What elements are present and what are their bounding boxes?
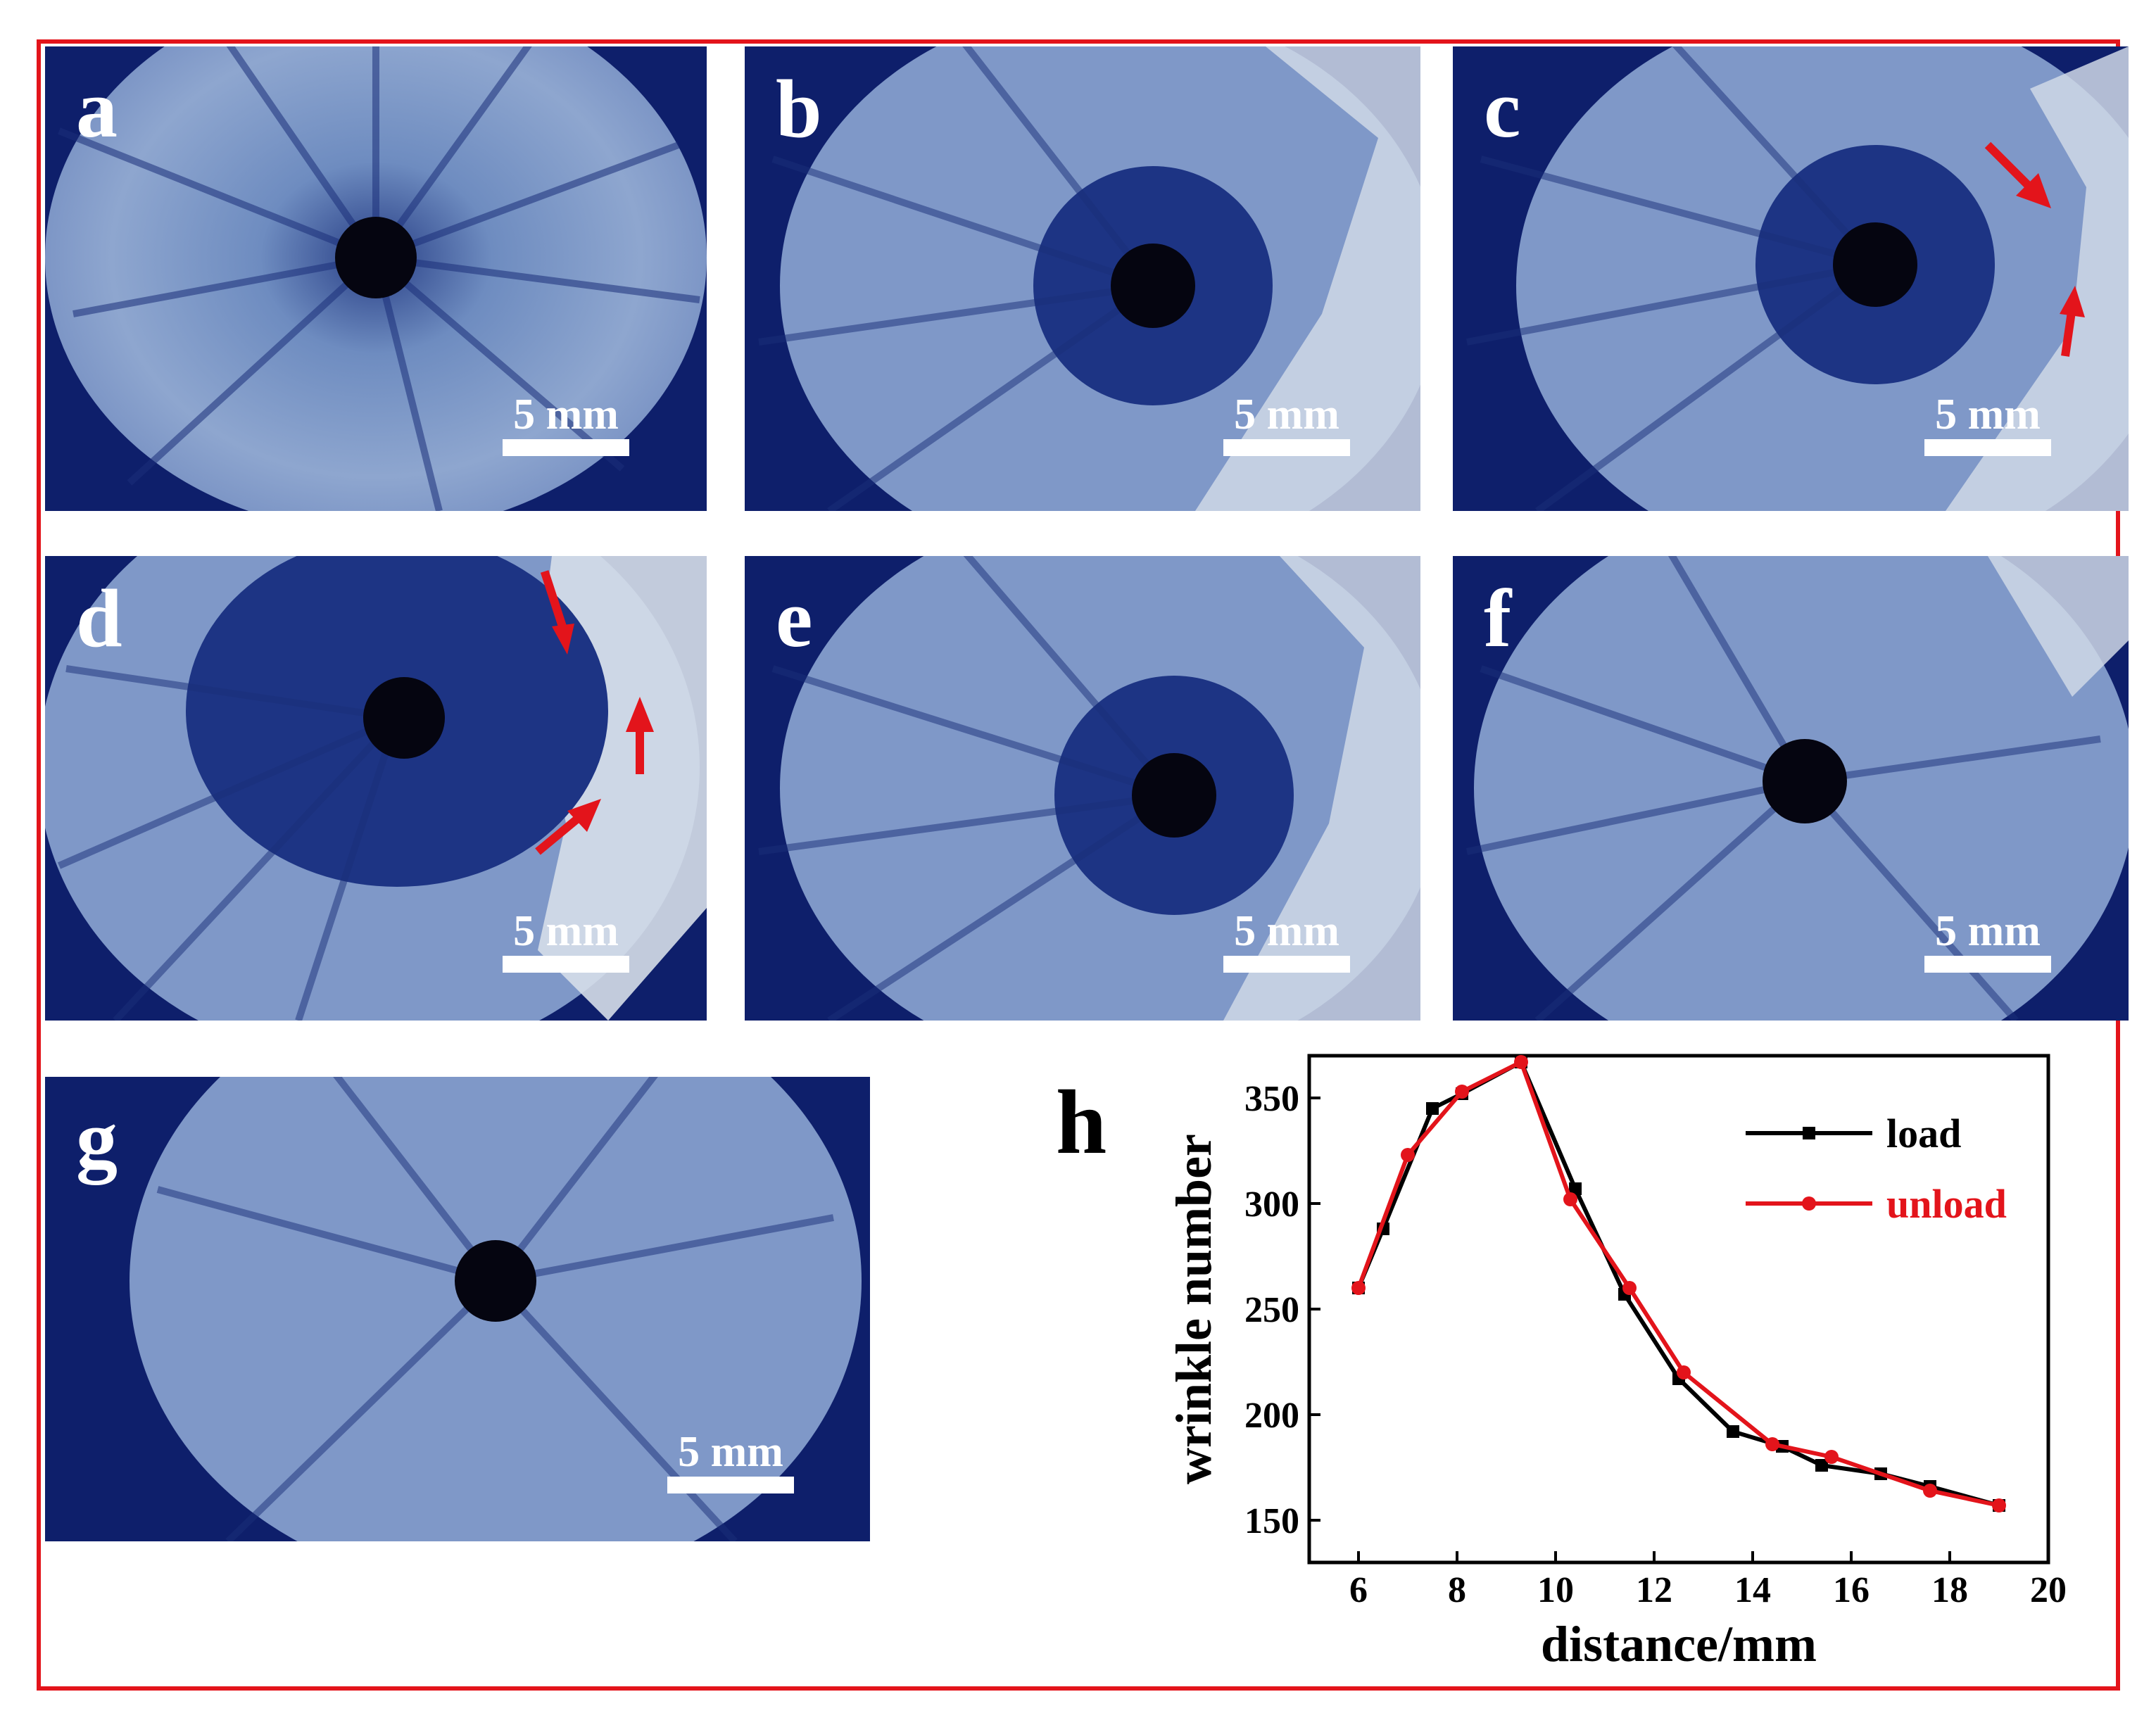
scale-text: 5 mm xyxy=(513,907,619,955)
scale-bar-line xyxy=(503,439,629,456)
scale-bar-line xyxy=(1924,439,2051,456)
disc-photo-f xyxy=(1453,556,2129,1021)
x-tick-label: 6 xyxy=(1349,1570,1368,1610)
data-point-unload xyxy=(1923,1484,1937,1498)
x-tick-label: 8 xyxy=(1448,1570,1466,1610)
y-axis-label: wrinkle number xyxy=(1166,1134,1222,1484)
disc-photo-a xyxy=(45,46,707,511)
panel-a: a 5 mm xyxy=(45,46,707,511)
scale-bar-line xyxy=(1223,439,1350,456)
panel-label: a xyxy=(76,63,118,155)
x-axis-label: distance/mm xyxy=(1541,1616,1817,1672)
chart-panel-h: 6 8 10 12 14 16 18 20 150 200 250 300 350 load unloa… xyxy=(1042,1042,2083,1703)
x-tick-label: 12 xyxy=(1636,1570,1672,1610)
x-tick-label: 18 xyxy=(1931,1570,1968,1610)
y-tick-label: 200 xyxy=(1244,1396,1299,1436)
scale-bar: 5 mm xyxy=(1924,909,2051,973)
panel-label: b xyxy=(776,63,822,155)
data-point-unload xyxy=(1765,1437,1779,1451)
y-tick-label: 150 xyxy=(1244,1501,1299,1541)
legend-label-unload: unload xyxy=(1886,1181,2007,1227)
panel-f: f 5 mm xyxy=(1453,556,2129,1021)
y-tick-label: 250 xyxy=(1244,1290,1299,1330)
arrow-icon xyxy=(535,799,601,855)
y-tick-label: 350 xyxy=(1244,1079,1299,1119)
scale-text: 5 mm xyxy=(678,1428,783,1476)
scale-bar-line xyxy=(667,1477,794,1493)
line-chart: 6 8 10 12 14 16 18 20 150 200 250 300 350 load unloa… xyxy=(1166,1054,2067,1672)
x-tick-label: 20 xyxy=(2030,1570,2067,1610)
data-point-load xyxy=(1727,1425,1739,1438)
scale-bar: 5 mm xyxy=(1924,393,2051,456)
disc-photo-c xyxy=(1453,46,2129,511)
arrow-icon xyxy=(540,570,574,655)
scale-bar: 5 mm xyxy=(1223,393,1350,456)
panel-e: e 5 mm xyxy=(745,556,1420,1021)
scale-text: 5 mm xyxy=(1234,907,1339,955)
arrow-icon xyxy=(626,697,654,774)
arrow-icon xyxy=(2060,286,2085,357)
scale-text: 5 mm xyxy=(1935,907,2041,955)
chart-panel-label: h xyxy=(1056,1072,1107,1173)
scale-bar: 5 mm xyxy=(503,909,629,973)
panel-label: c xyxy=(1484,63,1521,155)
panel-label: f xyxy=(1484,572,1512,664)
legend-label-load: load xyxy=(1886,1111,1961,1156)
data-point-unload xyxy=(1401,1148,1415,1162)
scale-text: 5 mm xyxy=(1234,391,1339,438)
disc-photo-e xyxy=(745,556,1420,1021)
disc-photo-b xyxy=(745,46,1420,511)
panel-b: b 5 mm xyxy=(745,46,1420,511)
legend-marker xyxy=(1803,1127,1815,1139)
panel-label: d xyxy=(76,572,122,664)
y-tick-label: 300 xyxy=(1244,1185,1299,1225)
data-point-unload xyxy=(1351,1281,1366,1295)
scale-bar-line xyxy=(503,956,629,973)
panel-d: d 5 mm xyxy=(45,556,707,1021)
x-tick-label: 10 xyxy=(1537,1570,1574,1610)
legend-marker xyxy=(1802,1196,1816,1211)
data-point-load xyxy=(1426,1102,1439,1115)
scale-bar: 5 mm xyxy=(1223,909,1350,973)
scale-text: 5 mm xyxy=(513,391,619,438)
arrow-icon xyxy=(1984,141,2051,208)
data-point-load xyxy=(1815,1459,1828,1472)
scale-bar-line xyxy=(1924,956,2051,973)
scale-bar-line xyxy=(1223,956,1350,973)
data-point-unload xyxy=(1622,1281,1637,1295)
panel-label: e xyxy=(776,572,813,664)
data-point-unload xyxy=(1563,1192,1577,1206)
panel-label: g xyxy=(76,1093,118,1185)
data-point-unload xyxy=(1992,1498,2006,1512)
data-point-load xyxy=(1569,1182,1582,1195)
panel-g: g 5 mm xyxy=(45,1077,870,1541)
data-point-unload xyxy=(1514,1055,1528,1069)
data-point-unload xyxy=(1824,1450,1839,1464)
data-point-unload xyxy=(1677,1365,1691,1379)
x-tick-label: 16 xyxy=(1833,1570,1870,1610)
scale-bar: 5 mm xyxy=(667,1430,794,1493)
disc-photo-d xyxy=(45,556,707,1021)
disc-photo-g xyxy=(45,1077,870,1541)
scale-bar: 5 mm xyxy=(503,393,629,456)
panel-c: c 5 mm xyxy=(1453,46,2129,511)
center-hole xyxy=(335,217,417,298)
data-point-unload xyxy=(1455,1085,1469,1099)
scale-text: 5 mm xyxy=(1935,391,2041,438)
x-tick-label: 14 xyxy=(1734,1570,1771,1610)
